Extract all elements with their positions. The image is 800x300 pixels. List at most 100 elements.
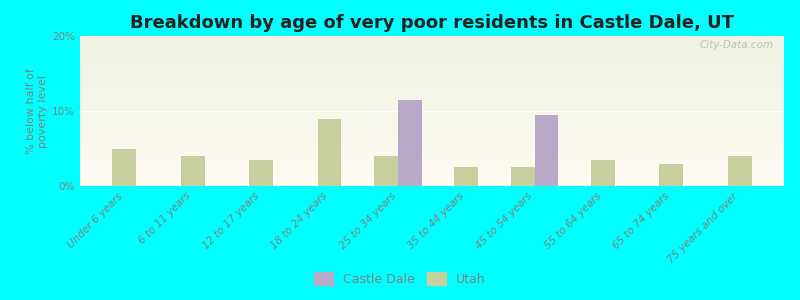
Bar bbox=[80, 117, 784, 118]
Bar bbox=[454, 167, 478, 186]
Bar bbox=[80, 159, 784, 160]
Bar bbox=[80, 146, 784, 147]
Bar bbox=[80, 171, 784, 172]
Y-axis label: % below half of
poverty level: % below half of poverty level bbox=[26, 68, 48, 154]
Bar bbox=[80, 105, 784, 106]
Bar bbox=[80, 140, 784, 141]
Bar bbox=[80, 64, 784, 66]
Bar bbox=[80, 72, 784, 74]
Bar bbox=[80, 69, 784, 70]
Bar bbox=[80, 164, 784, 165]
Bar bbox=[80, 98, 784, 99]
Bar bbox=[80, 178, 784, 180]
Bar bbox=[80, 141, 784, 142]
Bar bbox=[80, 90, 784, 92]
Bar bbox=[80, 172, 784, 174]
Bar bbox=[80, 129, 784, 130]
Bar bbox=[80, 130, 784, 132]
Bar bbox=[80, 106, 784, 108]
Bar bbox=[80, 177, 784, 178]
Bar bbox=[80, 135, 784, 136]
Bar bbox=[80, 46, 784, 48]
Bar bbox=[80, 50, 784, 51]
Bar bbox=[80, 184, 784, 186]
Bar bbox=[80, 81, 784, 82]
Bar bbox=[80, 148, 784, 150]
Bar bbox=[80, 82, 784, 84]
Bar bbox=[80, 66, 784, 68]
Bar bbox=[80, 147, 784, 148]
Bar bbox=[80, 48, 784, 50]
Bar bbox=[80, 124, 784, 126]
Bar bbox=[80, 63, 784, 64]
Bar bbox=[80, 152, 784, 153]
Bar bbox=[80, 156, 784, 158]
Bar bbox=[80, 110, 784, 111]
Bar bbox=[80, 61, 784, 63]
Bar bbox=[80, 132, 784, 134]
Bar bbox=[80, 87, 784, 88]
Bar bbox=[80, 118, 784, 120]
Bar bbox=[80, 158, 784, 159]
Bar bbox=[80, 128, 784, 129]
Bar bbox=[80, 167, 784, 168]
Bar bbox=[80, 39, 784, 40]
Bar bbox=[80, 40, 784, 42]
Bar bbox=[80, 74, 784, 75]
Bar bbox=[80, 134, 784, 135]
Bar bbox=[80, 176, 784, 177]
Bar bbox=[80, 88, 784, 90]
Bar bbox=[80, 114, 784, 116]
Bar bbox=[80, 162, 784, 164]
Bar bbox=[80, 57, 784, 58]
Bar bbox=[80, 44, 784, 45]
Bar bbox=[80, 103, 784, 105]
Bar bbox=[80, 96, 784, 98]
Bar bbox=[80, 94, 784, 96]
Bar bbox=[80, 56, 784, 57]
Bar bbox=[80, 154, 784, 156]
Bar bbox=[80, 70, 784, 72]
Bar bbox=[80, 144, 784, 146]
Bar bbox=[80, 116, 784, 117]
Bar bbox=[80, 36, 784, 38]
Bar bbox=[80, 93, 784, 94]
Bar bbox=[80, 180, 784, 182]
Bar bbox=[80, 100, 784, 102]
Bar bbox=[80, 150, 784, 152]
Bar bbox=[80, 165, 784, 166]
Bar bbox=[80, 78, 784, 80]
Bar bbox=[374, 156, 398, 186]
Bar bbox=[80, 136, 784, 138]
Bar bbox=[80, 42, 784, 44]
Bar bbox=[80, 68, 784, 69]
Bar bbox=[80, 108, 784, 110]
Bar bbox=[80, 183, 784, 184]
Bar bbox=[181, 156, 205, 186]
Bar bbox=[80, 75, 784, 76]
Title: Breakdown by age of very poor residents in Castle Dale, UT: Breakdown by age of very poor residents … bbox=[130, 14, 734, 32]
Bar bbox=[398, 100, 422, 186]
Bar bbox=[80, 58, 784, 60]
Bar bbox=[591, 160, 615, 186]
Bar bbox=[80, 142, 784, 144]
Bar bbox=[80, 126, 784, 128]
Bar bbox=[80, 76, 784, 78]
Bar bbox=[80, 102, 784, 104]
Bar bbox=[80, 112, 784, 114]
Bar bbox=[80, 160, 784, 162]
Bar bbox=[80, 99, 784, 100]
Bar bbox=[80, 111, 784, 112]
Bar bbox=[80, 122, 784, 123]
Bar bbox=[534, 115, 558, 186]
Bar bbox=[80, 38, 784, 39]
Bar bbox=[80, 80, 784, 81]
Bar bbox=[80, 138, 784, 140]
Bar bbox=[80, 45, 784, 46]
Bar bbox=[659, 164, 683, 186]
Bar bbox=[318, 118, 342, 186]
Bar bbox=[80, 182, 784, 183]
Bar bbox=[80, 92, 784, 93]
Bar bbox=[80, 120, 784, 122]
Legend: Castle Dale, Utah: Castle Dale, Utah bbox=[310, 267, 490, 291]
